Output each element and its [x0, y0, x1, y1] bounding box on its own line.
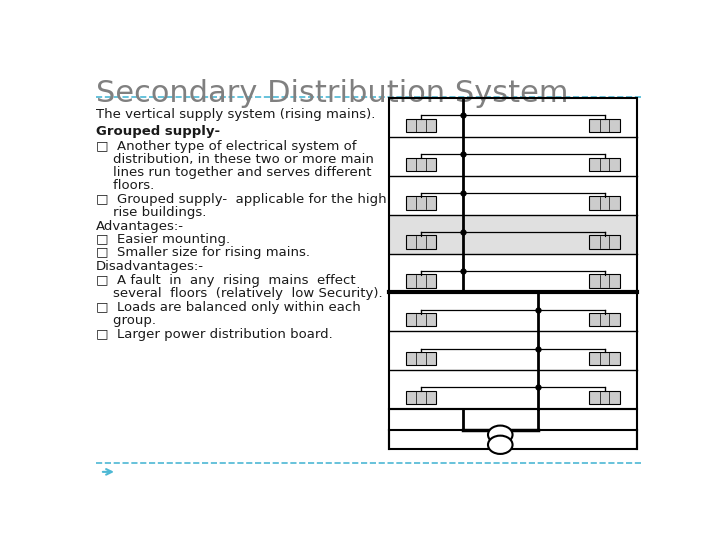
FancyBboxPatch shape — [406, 158, 436, 171]
FancyBboxPatch shape — [406, 352, 436, 365]
Text: distribution, in these two or more main: distribution, in these two or more main — [96, 153, 374, 166]
FancyBboxPatch shape — [406, 235, 436, 248]
FancyBboxPatch shape — [590, 352, 620, 365]
Text: □  Another type of electrical system of: □ Another type of electrical system of — [96, 140, 356, 153]
FancyBboxPatch shape — [406, 313, 436, 326]
FancyBboxPatch shape — [406, 197, 436, 210]
FancyBboxPatch shape — [590, 391, 620, 404]
Text: □  Easier mounting.: □ Easier mounting. — [96, 233, 230, 246]
Polygon shape — [389, 215, 637, 254]
Text: □  Larger power distribution board.: □ Larger power distribution board. — [96, 328, 333, 341]
FancyBboxPatch shape — [406, 274, 436, 287]
Text: lines run together and serves different: lines run together and serves different — [96, 166, 371, 179]
Text: □  Grouped supply-  applicable for the high: □ Grouped supply- applicable for the hig… — [96, 193, 386, 206]
Text: floors.: floors. — [96, 179, 154, 192]
Text: Secondary Distribution System: Secondary Distribution System — [96, 79, 568, 109]
FancyBboxPatch shape — [590, 119, 620, 132]
Text: Advantages:-: Advantages:- — [96, 220, 184, 233]
Text: □  A fault  in  any  rising  mains  effect: □ A fault in any rising mains effect — [96, 274, 355, 287]
Circle shape — [488, 436, 513, 454]
Circle shape — [488, 426, 513, 444]
FancyBboxPatch shape — [406, 119, 436, 132]
Text: □  Loads are balanced only within each: □ Loads are balanced only within each — [96, 301, 360, 314]
Text: Grouped supply-: Grouped supply- — [96, 125, 220, 138]
FancyBboxPatch shape — [406, 391, 436, 404]
Text: several  floors  (relatively  low Security).: several floors (relatively low Security)… — [96, 287, 382, 300]
FancyBboxPatch shape — [590, 158, 620, 171]
FancyBboxPatch shape — [590, 235, 620, 248]
FancyBboxPatch shape — [590, 274, 620, 287]
Text: rise buildings.: rise buildings. — [96, 206, 206, 219]
FancyBboxPatch shape — [590, 197, 620, 210]
Text: □  Smaller size for rising mains.: □ Smaller size for rising mains. — [96, 246, 310, 259]
Text: The vertical supply system (rising mains).: The vertical supply system (rising mains… — [96, 109, 375, 122]
FancyBboxPatch shape — [590, 313, 620, 326]
Text: Disadvantages:-: Disadvantages:- — [96, 260, 204, 273]
Text: group.: group. — [96, 314, 156, 327]
